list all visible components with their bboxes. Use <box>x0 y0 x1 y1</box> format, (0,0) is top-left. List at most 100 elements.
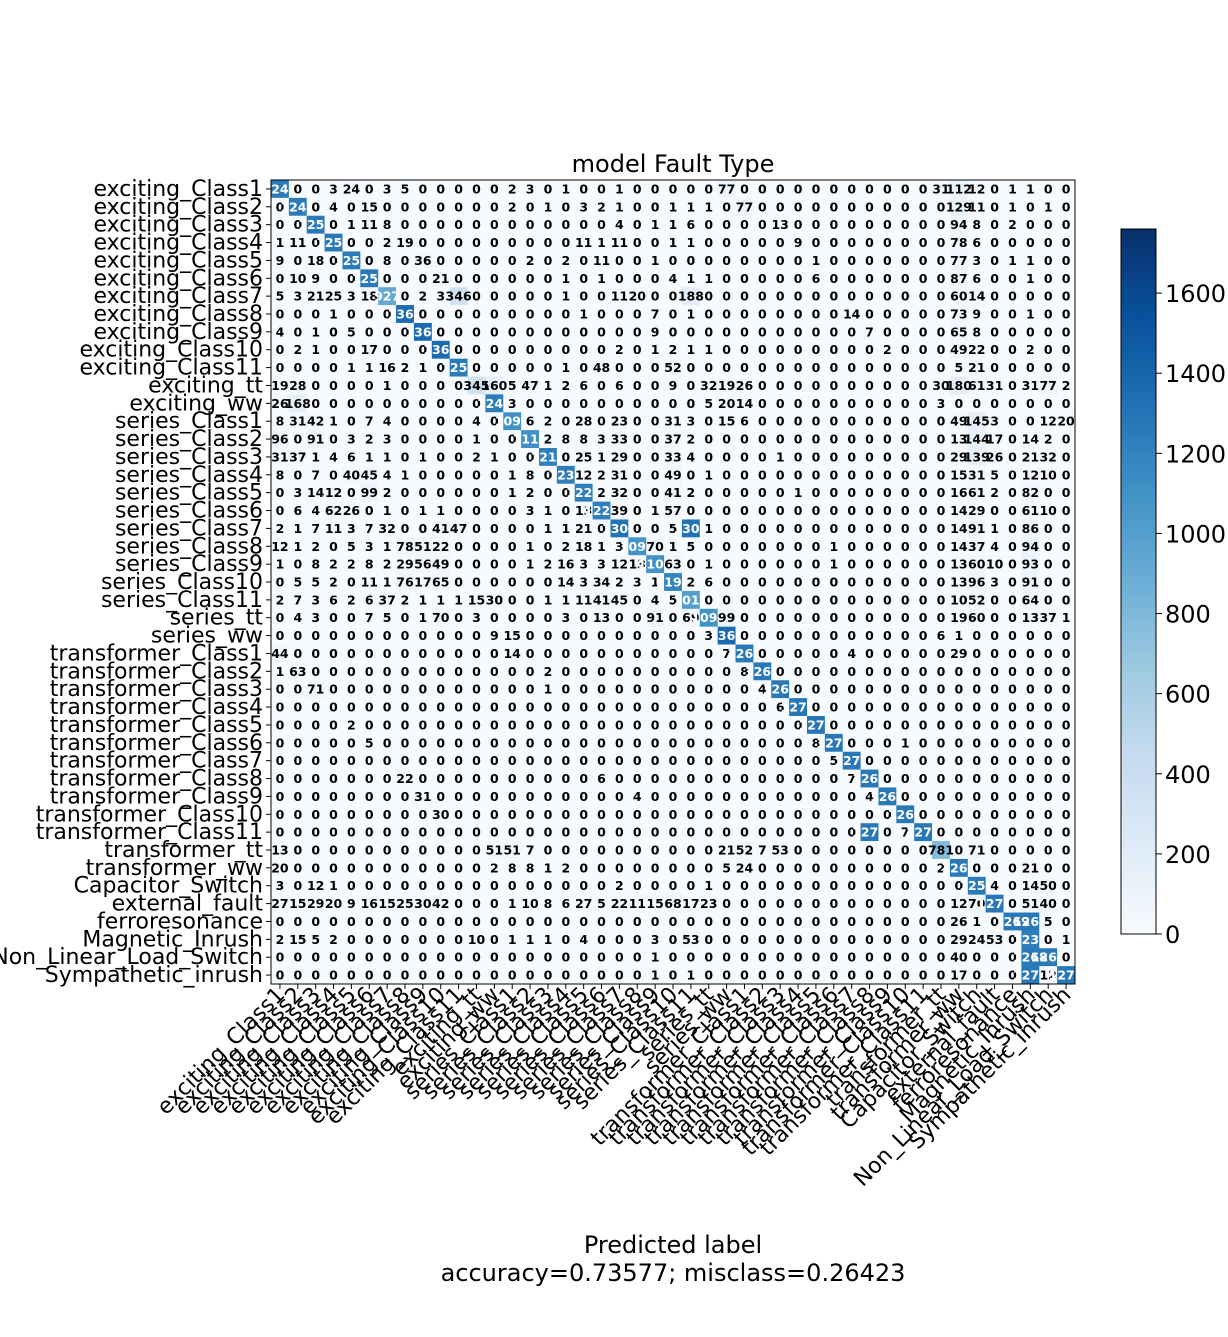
cell-value-label: 0 <box>544 610 553 625</box>
cell-value-label: 0 <box>776 432 785 447</box>
cell-value-label: 1 <box>419 610 428 625</box>
cell-value-label: 0 <box>472 199 481 214</box>
cell-value-label: 0 <box>544 360 553 375</box>
heatmap-cell <box>1003 180 1022 199</box>
cell-value-label: 0 <box>490 771 499 786</box>
heatmap-cell <box>413 197 433 217</box>
cell-value-label: 0 <box>544 807 553 822</box>
cell-value-label: 1 <box>1026 253 1035 268</box>
cell-value-label: 0 <box>865 378 874 393</box>
cell-value-label: 9 <box>972 307 981 322</box>
cell-value-label: 0 <box>794 682 803 697</box>
cell-value-label: 0 <box>937 592 946 607</box>
cell-value-label: 0 <box>454 539 463 554</box>
cell-value-label: 0 <box>651 181 660 196</box>
cell-value-label: 0 <box>919 896 928 911</box>
cell-value-label: 0 <box>329 378 338 393</box>
cell-value-label: 0 <box>937 932 946 947</box>
cell-value-label: 0 <box>937 682 946 697</box>
cell-value-label: 14 <box>307 485 325 500</box>
cell-value-label: 0 <box>383 807 392 822</box>
cell-value-label: 0 <box>1062 539 1071 554</box>
cell-value-label: 0 <box>472 735 481 750</box>
cell-value-label: 21 <box>1022 449 1039 464</box>
cell-value-label: 0 <box>293 181 302 196</box>
cell-value-label: 0 <box>704 503 713 518</box>
cell-value-label: 1 <box>597 449 606 464</box>
heatmap-cell <box>610 180 629 199</box>
cell-value-label: 0 <box>365 968 374 983</box>
cell-value-label: 0 <box>829 843 838 858</box>
cell-value-label: 0 <box>561 735 570 750</box>
cell-value-label: 0 <box>722 271 731 286</box>
cell-value-label: 0 <box>508 825 517 840</box>
cell-value-label: 0 <box>1008 521 1017 536</box>
cell-value-label: 0 <box>561 503 570 518</box>
heatmap-cell <box>789 215 808 234</box>
cell-value-label: 1 <box>704 342 713 357</box>
cell-value-label: 0 <box>955 717 964 732</box>
cell-value-label: 0 <box>722 575 731 590</box>
cell-value-label: 0 <box>633 307 642 322</box>
cell-value-label: 0 <box>544 235 553 250</box>
cell-value-label: 0 <box>794 539 803 554</box>
cell-value-label: 0 <box>758 753 767 768</box>
cell-value-label: 15 <box>289 896 306 911</box>
heatmap-cell <box>324 215 343 234</box>
cell-value-label: 0 <box>508 324 517 339</box>
cell-value-label: 0 <box>901 628 910 643</box>
cell-value-label: 0 <box>472 628 481 643</box>
cell-value-label: 0 <box>311 307 320 322</box>
cell-value-label: 0 <box>669 807 678 822</box>
cell-value-label: 0 <box>1044 717 1053 732</box>
cell-value-label: 0 <box>829 968 838 983</box>
cell-value-label: 0 <box>544 575 553 590</box>
cell-value-label: 0 <box>955 396 964 411</box>
heatmap-cell <box>503 215 522 234</box>
cell-value-label: 0 <box>812 646 821 661</box>
cell-value-label: 20 <box>271 860 289 875</box>
cell-value-label: 0 <box>1062 521 1071 536</box>
cell-value-label: 0 <box>704 682 713 697</box>
heatmap-cells <box>271 180 1076 985</box>
cell-value-label: 0 <box>597 807 606 822</box>
cell-value-label: 0 <box>651 771 660 786</box>
cell-value-label: 36 <box>414 253 432 268</box>
cell-value-label: 0 <box>454 735 463 750</box>
cell-value-label: 0 <box>454 914 463 929</box>
cell-value-label: 0 <box>436 717 445 732</box>
cell-value-label: 26 <box>950 914 968 929</box>
cell-value-label: 0 <box>1044 557 1053 572</box>
cell-value-label: 63 <box>289 664 306 679</box>
cell-value-label: 1305 <box>673 521 708 536</box>
cell-value-label: 14 <box>1022 878 1040 893</box>
cell-value-label: 0 <box>1062 843 1071 858</box>
cell-value-label: 0 <box>436 396 445 411</box>
cell-value-label: 0 <box>883 181 892 196</box>
cell-value-label: 0 <box>829 414 838 429</box>
cell-value-label: 0 <box>829 646 838 661</box>
cell-value-label: 0 <box>347 342 356 357</box>
cell-value-label: 0 <box>883 592 892 607</box>
cell-value-label: 0 <box>508 968 517 983</box>
cell-value-label: 0 <box>490 557 499 572</box>
cell-value-label: 0 <box>812 289 821 304</box>
cell-value-label: 0 <box>561 932 570 947</box>
cell-value-label: 0 <box>990 592 999 607</box>
cell-value-label: 0 <box>383 646 392 661</box>
cell-value-label: 1272 <box>852 825 887 840</box>
cell-value-label: 0 <box>883 968 892 983</box>
cell-value-label: 0 <box>937 753 946 768</box>
cell-value-label: 0 <box>758 592 767 607</box>
cell-value-label: 0 <box>633 646 642 661</box>
cell-value-label: 0 <box>829 253 838 268</box>
cell-value-label: 0 <box>347 860 356 875</box>
cell-value-label: 0 <box>561 771 570 786</box>
cell-value-label: 0 <box>812 860 821 875</box>
cell-value-label: 65 <box>432 575 449 590</box>
cell-value-label: 11 <box>575 592 592 607</box>
cell-value-label: 1 <box>383 575 392 590</box>
cell-value-label: 0 <box>687 950 696 965</box>
heatmap-cell <box>664 215 683 234</box>
cell-value-label: 23 <box>700 896 717 911</box>
